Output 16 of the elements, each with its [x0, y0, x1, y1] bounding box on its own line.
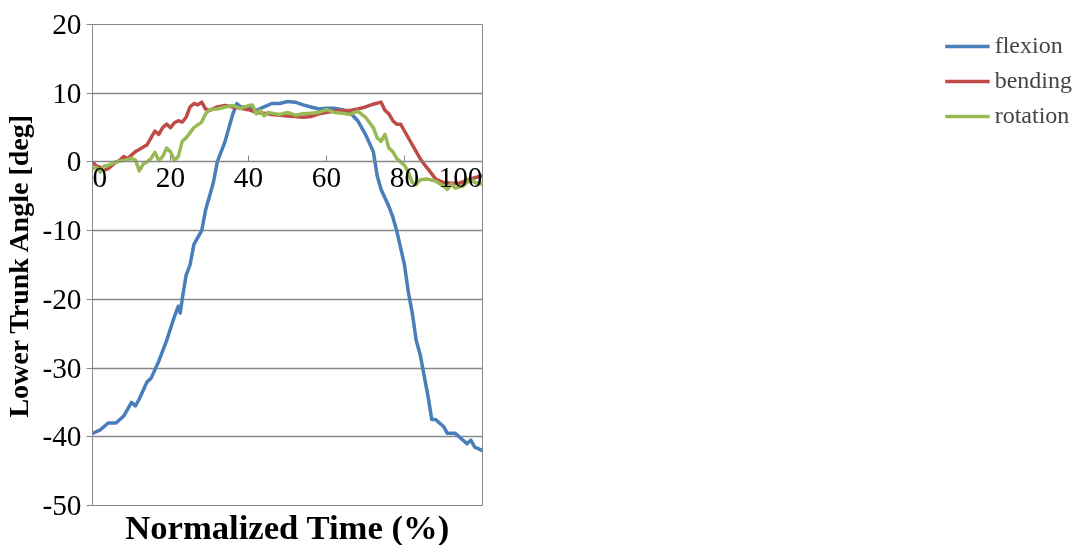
- legend-label: flexion: [994, 32, 1063, 59]
- y-tick-label: -30: [42, 351, 82, 384]
- y-tick-label: -40: [42, 420, 82, 453]
- y-tick-label: 20: [52, 8, 82, 40]
- x-tick-label: 40: [233, 160, 264, 193]
- legend-label: bending: [994, 67, 1072, 94]
- y-tick-label: -20: [42, 282, 82, 315]
- y-tick-label: -10: [42, 214, 82, 247]
- legend-label: rotation: [994, 102, 1070, 129]
- y-axis-title: Lower Trunk Angle [deg]: [3, 114, 35, 418]
- x-tick-label: 0: [92, 160, 108, 193]
- x-tick-label: 20: [155, 160, 186, 193]
- x-tick-label: 60: [311, 160, 342, 193]
- y-tick-label: -50: [42, 489, 82, 521]
- line-series: [92, 99, 483, 453]
- y-tick-label: 10: [52, 76, 82, 109]
